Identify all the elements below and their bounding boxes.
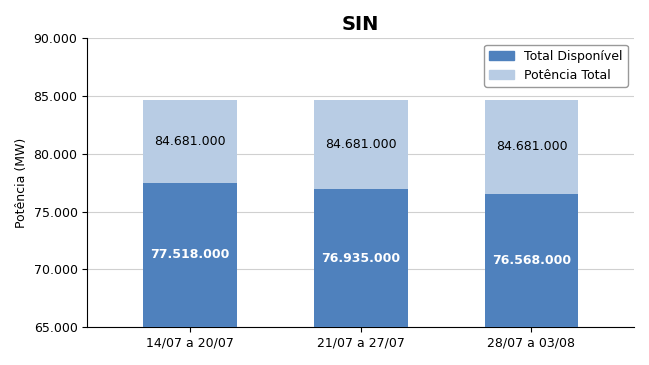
Text: 77.518.000: 77.518.000: [150, 249, 230, 261]
Text: 76.568.000: 76.568.000: [492, 254, 571, 267]
Title: SIN: SIN: [342, 15, 379, 34]
Text: 76.935.000: 76.935.000: [321, 252, 400, 265]
Bar: [143, 182, 237, 327]
Bar: [485, 100, 578, 193]
Text: 84.681.000: 84.681.000: [496, 140, 567, 153]
Text: 84.681.000: 84.681.000: [325, 138, 397, 151]
Bar: [485, 193, 578, 327]
Bar: [313, 100, 408, 189]
Bar: [143, 100, 237, 182]
Y-axis label: Potência (MW): Potência (MW): [15, 138, 28, 228]
Text: 84.681.000: 84.681.000: [154, 135, 226, 148]
Legend: Total Disponível, Potência Total: Total Disponível, Potência Total: [484, 45, 628, 87]
Bar: [313, 189, 408, 327]
